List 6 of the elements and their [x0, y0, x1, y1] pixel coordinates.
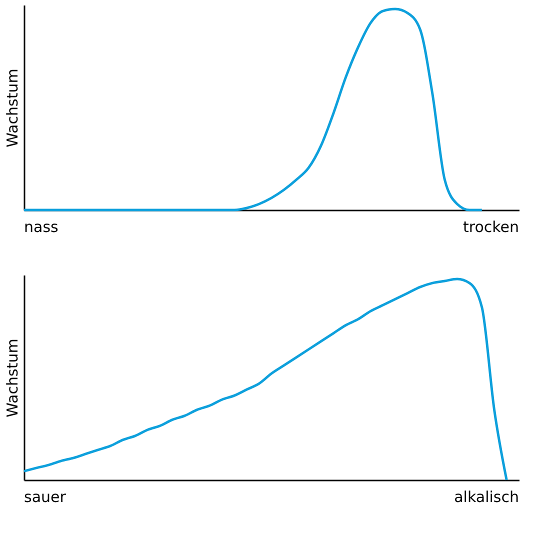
text: nass: [24, 218, 59, 236]
text: trocken: [462, 218, 519, 236]
text: sauer: [24, 488, 67, 506]
y-axis-title: Wachstum: [4, 68, 22, 148]
y-axis-title: Wachstum: [4, 338, 22, 418]
text: alkalisch: [454, 488, 519, 506]
